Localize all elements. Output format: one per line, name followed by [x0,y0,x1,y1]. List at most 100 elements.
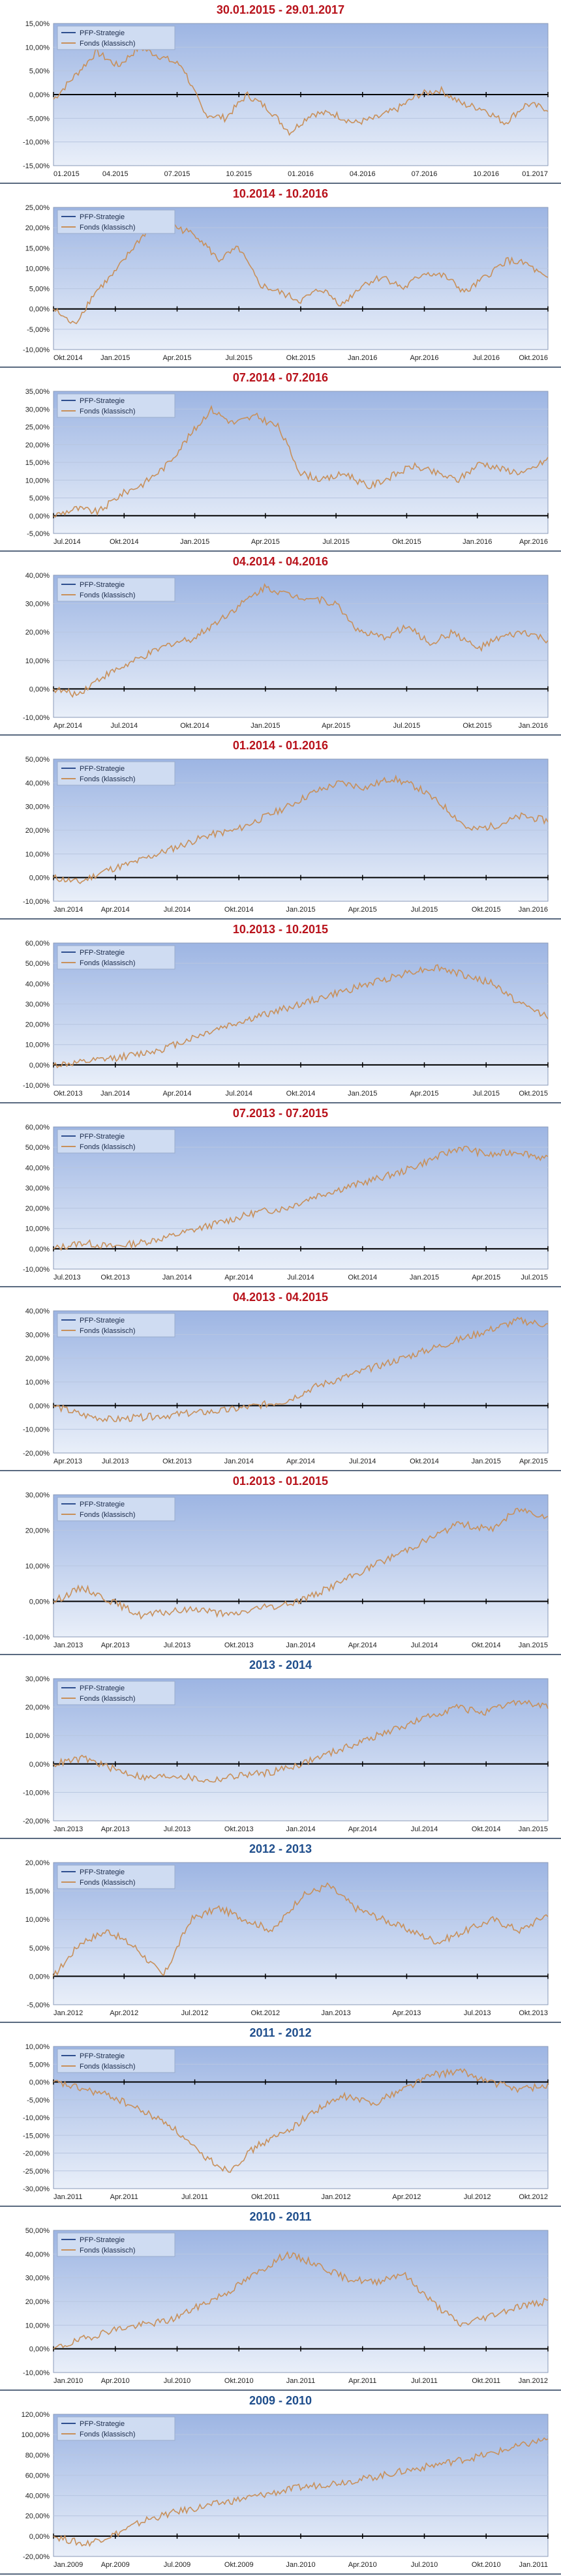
x-tick-label: Jul.2011 [411,2377,438,2385]
x-tick-label: Jan.2015 [519,1641,548,1649]
x-tick-label: Jan.2013 [53,1825,83,1833]
series-line-fonds [53,774,549,884]
x-tick-label: Okt.2013 [224,1825,254,1833]
x-tick-label: Apr.2013 [101,1825,130,1833]
legend-label-fonds: Fonds (klassisch) [80,2063,136,2071]
legend-label-fonds: Fonds (klassisch) [80,1327,136,1335]
legend-label-strategie: PFP-Strategie [80,2052,125,2060]
chart-separator [0,1838,561,1839]
y-tick-label: -10,00% [23,346,50,354]
y-tick-label: -10,00% [23,1789,50,1797]
chart-title: 01.2014 - 01.2016 [232,739,329,752]
y-tick-label: 20,00% [25,224,50,232]
y-tick-label: 0,00% [29,2346,50,2354]
x-tick-label: Jan.2015 [348,1090,377,1098]
chart-block: 2010 - 2011 50,00% 40,00% 30,00% 20,00% 10,00… [0,2207,561,2391]
chart-separator [0,183,561,184]
y-tick-label: 30,00% [25,2275,50,2283]
y-tick-label: 5,00% [29,2061,50,2069]
x-tick-label: Apr.2014 [101,906,130,914]
x-tick-label: Jul.2013 [464,2009,491,2017]
x-tick-label: Jul.2013 [102,1458,129,1465]
legend-box [57,2048,175,2073]
y-tick-label: 0,00% [29,685,50,693]
x-tick-label: Okt.2014 [180,722,209,730]
series-line-fonds [53,2068,549,2173]
chart-separator [0,2206,561,2207]
x-tick-label: 07.2015 [164,170,190,178]
y-tick-label: 10,00% [25,850,50,858]
x-tick-label: Jul.2013 [53,1274,81,1281]
chart-block: 30.01.2015 - 29.01.2017 15,00% 10,00% 5,00%… [0,0,561,184]
x-tick-label: Okt.2010 [224,2377,254,2385]
chart-block: 04.2013 - 04.2015 40,00% 30,00% 20,00% 10,00… [0,1287,561,1471]
x-tick-label: Jan.2012 [322,2193,351,2201]
y-tick-label: -20,00% [23,1450,50,1458]
series-line-fonds [53,1507,549,1620]
y-tick-label: 10,00% [25,1732,50,1740]
x-tick-label: Apr.2015 [322,722,350,730]
y-tick-label: 0,00% [29,1246,50,1253]
chart-svg: 30,00%20,00%10,00%0,00%-10,00%-20,00%Jan… [23,1675,549,1833]
y-tick-label: 20,00% [25,442,50,449]
legend-label-fonds: Fonds (klassisch) [80,2431,136,2438]
legend-box [57,2416,175,2441]
x-tick-label: Jul.2013 [164,1825,191,1833]
chart-title: 2010 - 2011 [249,2210,312,2223]
x-tick-label: Jul.2016 [472,354,500,362]
y-tick-label: 5,00% [29,1945,50,1953]
series-line-fonds [53,216,549,325]
chart-separator [0,734,561,736]
legend: PFP-Strategie Fonds (klassisch) [57,2048,175,2073]
x-tick-label: Okt.2013 [519,2009,548,2017]
x-tick-label: Jan.2011 [53,2193,82,2201]
chart-svg: 10,00% 5,00% 0,00% -5,00% -10,00% -15,00% -20,… [23,2043,549,2201]
y-tick-label: 20,00% [25,1021,50,1029]
y-tick-label: 0,00% [29,306,50,314]
x-tick-label: Okt.2014 [410,1458,439,1465]
x-tick-label: Okt.2014 [110,538,139,546]
y-tick-label: 40,00% [25,572,50,580]
x-tick-label: Jan.2016 [519,906,548,914]
y-tick-label: 120,00% [22,2411,50,2419]
x-tick-label: Okt.2015 [286,354,316,362]
chart-block: 07.2014 - 07.2016 35,00% 30,00% 25,00% 20,00… [0,368,561,552]
y-tick-label: -10,00% [23,2369,50,2377]
x-tick-label: Jul.2014 [110,722,138,730]
y-tick-label: 10,00% [25,1225,50,1233]
x-tick-label: Jan.2009 [53,2561,83,2569]
legend: PFP-Strategie Fonds (klassisch) [57,1129,175,1154]
y-tick-label: 10,00% [25,1916,50,1924]
chart-title: 07.2014 - 07.2016 [232,371,329,384]
chart-block: 2013 - 2014 30,00% 20,00% 10,00% 0,00% -10,00… [0,1655,561,1839]
x-tick-label: Apr.2013 [53,1458,82,1465]
y-tick-label: 0,00% [29,1402,50,1410]
y-tick-label: 100,00% [22,2431,50,2439]
y-tick-label: 20,00% [25,1704,50,1712]
x-tick-label: 01.2016 [288,170,314,178]
legend: PFP-Strategie Fonds (klassisch) [57,2232,175,2257]
y-tick-label: 10,00% [25,2322,50,2329]
y-tick-label: 0,00% [29,875,50,882]
chart-title: 2009 - 2010 [249,2394,312,2407]
chart-separator [0,367,561,368]
y-tick-label: -5,00% [27,2001,50,2009]
y-tick-label: 0,00% [29,1598,50,1606]
x-tick-label: Apr.2011 [348,2377,376,2385]
legend-label-strategie: PFP-Strategie [80,1317,125,1325]
legend-label-fonds: Fonds (klassisch) [80,408,136,415]
legend: PFP-Strategie Fonds (klassisch) [57,1313,175,1338]
x-tick-label: Okt.2014 [286,1090,316,1098]
chart-block: 2012 - 2013 20,00% 15,00% 10,00% 5,00% 0,00% -… [0,1839,561,2023]
x-tick-label: Apr.2015 [472,1274,500,1281]
legend-label-strategie: PFP-Strategie [80,1685,125,1692]
x-tick-label: Jan.2015 [250,722,280,730]
x-tick-label: 07.2016 [412,170,438,178]
x-tick-label: Jan.2014 [224,1458,254,1465]
legend-label-fonds: Fonds (klassisch) [80,959,136,967]
chart-svg: 35,00% 30,00% 25,00% 20,00% 15,00% 10,00% 5,00… [25,388,549,546]
chart-separator [0,1102,561,1103]
x-tick-label: Apr.2013 [101,1641,130,1649]
x-tick-label: Jan.2011 [519,2561,548,2569]
y-tick-label: 40,00% [25,1164,50,1172]
